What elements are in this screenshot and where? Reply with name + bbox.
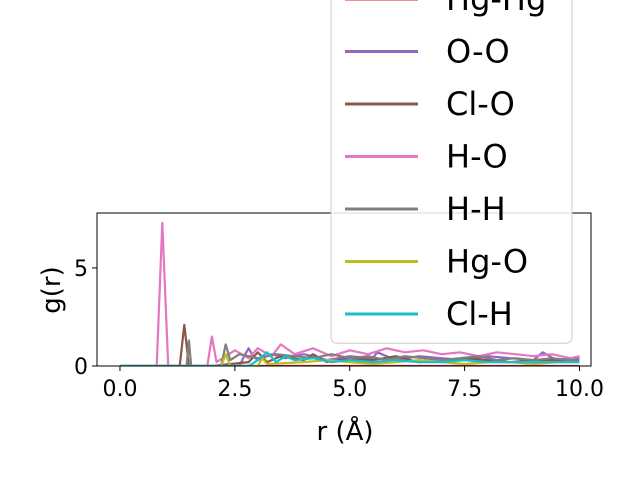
series-line-h-o	[120, 221, 580, 366]
legend-label-hg-hg: Hg-Hg	[446, 0, 546, 18]
legend-label-cl-o: Cl-O	[446, 85, 515, 123]
legend: Hg-Hg O-O Cl-O H-O H-H Hg-O Cl-H	[330, 0, 573, 344]
series-line-cl-h	[120, 351, 580, 366]
x-tick-label: 7.5	[447, 377, 482, 402]
legend-label-o-o: O-O	[446, 33, 510, 71]
x-tick-label: 0.0	[102, 377, 137, 402]
x-axis-label: r (Å)	[316, 415, 373, 447]
y-axis-label: g(r)	[37, 266, 67, 313]
plot-area	[120, 221, 580, 366]
x-tick-label: 10.0	[555, 377, 604, 402]
y-tick-label: 5	[74, 257, 88, 282]
legend-label-h-o: H-O	[446, 138, 508, 176]
y-tick-label: 0	[74, 355, 88, 380]
axes: 0.0 2.5 5.0 7.5 10.0 0 5	[74, 212, 604, 402]
legend-box	[330, 0, 573, 344]
x-tick-label: 2.5	[217, 377, 252, 402]
series-line-h-h	[120, 339, 580, 366]
legend-label-cl-h: Cl-H	[446, 295, 513, 333]
legend-label-hg-o: Hg-O	[446, 243, 528, 281]
legend-label-h-h: H-H	[446, 190, 506, 228]
x-tick-label: 5.0	[332, 377, 367, 402]
